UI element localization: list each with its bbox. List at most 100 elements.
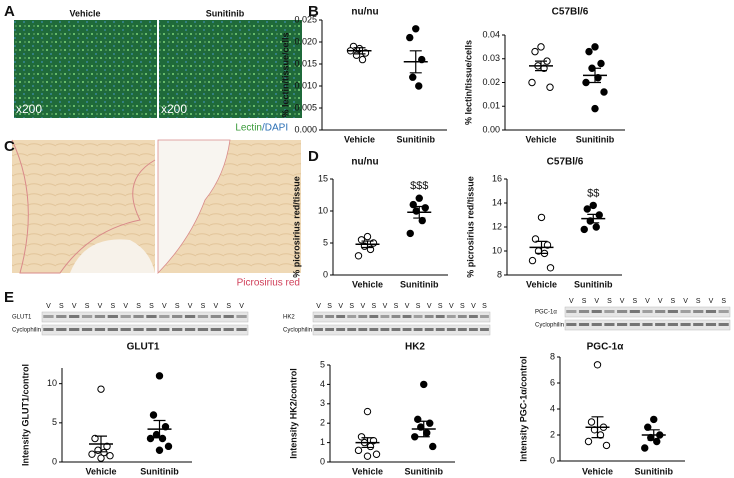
chart-title: C57Bl/6 (552, 7, 589, 18)
y-axis-label: % picrosirius red/tissue (291, 176, 301, 278)
y-tick-label: 10 (492, 245, 502, 255)
data-point (352, 51, 361, 59)
band (336, 315, 346, 318)
band (69, 315, 80, 318)
band (566, 310, 577, 313)
lane-label: S (632, 298, 637, 305)
chart-title: GLUT1 (127, 342, 160, 353)
lane-label: V (188, 303, 193, 310)
y-tick-label: 0.00 (482, 124, 500, 134)
band (693, 323, 704, 326)
y-tick-label: 0.005 (294, 102, 317, 112)
data-point (589, 201, 597, 210)
micrograph (14, 20, 157, 118)
data-point (415, 194, 423, 202)
y-tick-label: 12 (492, 221, 502, 231)
band (184, 315, 196, 318)
data-point (97, 454, 105, 462)
band (591, 310, 602, 313)
band (107, 315, 118, 318)
lane-label: S (394, 303, 399, 310)
band (184, 328, 196, 331)
band (424, 328, 434, 331)
data-point (421, 204, 429, 212)
lane-label: V (383, 303, 388, 310)
lane-label: V (594, 298, 599, 305)
data-point (354, 446, 363, 455)
band (172, 328, 183, 331)
lane-label: V (449, 303, 454, 310)
y-tick-label: 5 (52, 417, 57, 427)
band (314, 328, 323, 331)
data-point (412, 207, 420, 215)
band (369, 328, 379, 331)
error-bar (361, 437, 374, 449)
lane-label: S (460, 303, 465, 310)
y-axis-label: Intensity HK2/control (288, 368, 298, 459)
band (468, 315, 478, 318)
band (642, 310, 653, 313)
error-bar (587, 213, 600, 224)
data-point (97, 385, 105, 393)
lane-label: S (136, 303, 141, 310)
chart-title: nu/nu (351, 7, 378, 18)
data-point (650, 415, 658, 424)
blot-row-label: GLUT1 (12, 315, 32, 321)
blot-strip (41, 311, 249, 323)
data-point (418, 216, 426, 225)
data-point (585, 47, 593, 56)
lane-label: V (360, 303, 365, 310)
lane-label: V (98, 303, 103, 310)
y-tick-label: 8 (497, 269, 502, 279)
data-point (88, 450, 96, 458)
data-point (653, 437, 661, 446)
chart-title: HK2 (405, 342, 425, 353)
data-point (94, 446, 102, 454)
band (236, 315, 247, 318)
data-point (152, 430, 161, 439)
error-bar (591, 416, 604, 439)
error-bar (361, 240, 374, 249)
x-tick-label: Sunitinib (400, 279, 439, 289)
band (718, 310, 729, 313)
lane-label: V (645, 298, 650, 305)
y-axis-label: % lectin/tissue/cells (463, 40, 473, 125)
lane-label: S (85, 303, 90, 310)
band (43, 328, 54, 331)
lane-label: S (327, 303, 332, 310)
band (159, 315, 170, 318)
band (718, 323, 729, 326)
data-point (358, 55, 367, 64)
band (642, 323, 653, 326)
lane-label: S (201, 303, 206, 310)
data-point (641, 444, 649, 452)
lane-label: V (46, 303, 51, 310)
band (210, 328, 221, 331)
y-tick-label: 16 (492, 173, 502, 183)
band (413, 328, 423, 331)
lane-label: V (620, 298, 625, 305)
lane-label: V (683, 298, 688, 305)
lane-label: V (405, 303, 410, 310)
lane-label: S (438, 303, 443, 310)
data-point (531, 235, 540, 243)
data-point (406, 33, 414, 42)
band (402, 315, 412, 318)
data-point (91, 434, 99, 443)
error-bar (409, 50, 422, 74)
annotation: $$ (587, 187, 599, 199)
x-tick-label: Vehicle (344, 134, 375, 144)
stain-label: Picrosirius red (237, 278, 300, 289)
lane-label: S (59, 303, 64, 310)
blot-row-label: PGC-1α (535, 310, 557, 316)
band (314, 315, 323, 318)
error-bar (535, 60, 547, 72)
x-tick-label: Vehicle (525, 134, 556, 144)
panel-letter: E (4, 289, 14, 306)
band (369, 315, 379, 318)
y-axis-label: Intensity PGC-1α/control (518, 356, 528, 462)
data-point (161, 423, 170, 431)
data-point (546, 264, 555, 272)
band (391, 328, 401, 331)
x-tick-label: Vehicle (582, 466, 613, 476)
